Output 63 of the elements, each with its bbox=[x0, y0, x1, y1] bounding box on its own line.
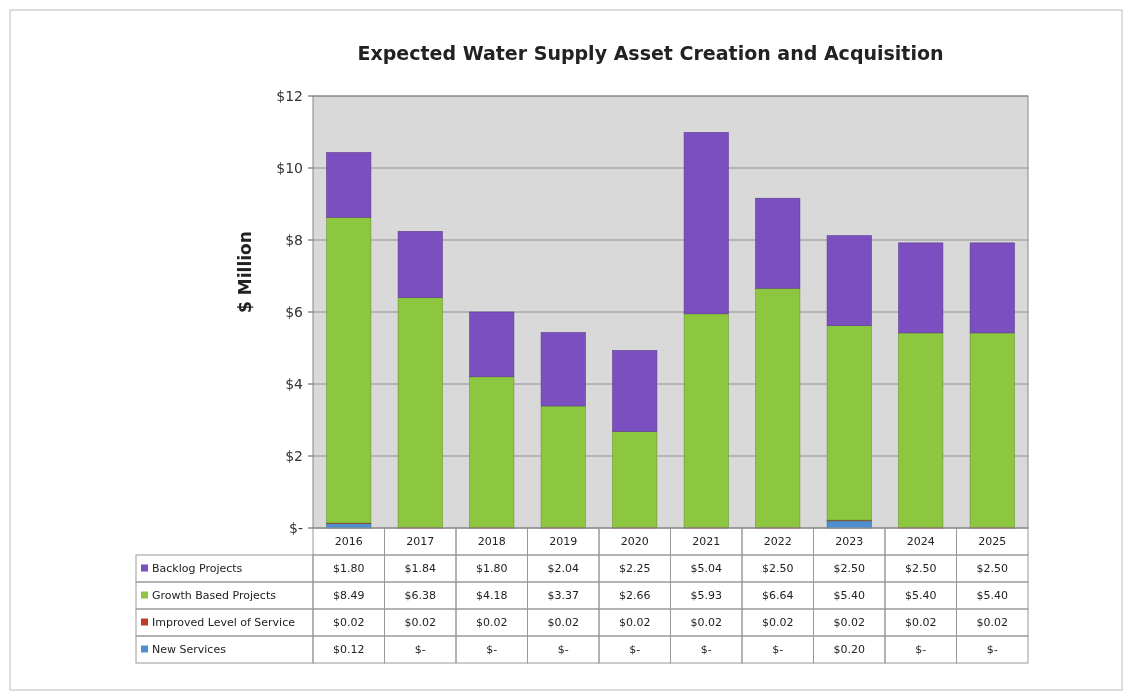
y-tick-label: $8 bbox=[285, 231, 303, 248]
y-tick-label: $- bbox=[289, 519, 303, 536]
chart-title: Expected Water Supply Asset Creation and Acquisition bbox=[357, 42, 944, 64]
data-label: $0.20 bbox=[833, 643, 865, 657]
y-tick-label: $4 bbox=[285, 375, 304, 392]
data-label: $1.80 bbox=[333, 562, 365, 576]
data-label: $2.50 bbox=[833, 562, 865, 576]
data-label: $0.02 bbox=[762, 616, 794, 630]
data-label: $5.40 bbox=[976, 589, 1008, 603]
data-label: $0.02 bbox=[833, 616, 865, 630]
data-label: $- bbox=[772, 643, 784, 657]
data-label: $- bbox=[414, 643, 426, 657]
data-label: $- bbox=[557, 643, 569, 657]
x-tick-label: 2024 bbox=[906, 535, 935, 549]
data-label: $3.37 bbox=[547, 589, 579, 603]
data-label: $1.80 bbox=[476, 562, 508, 576]
data-label: $2.04 bbox=[547, 562, 579, 576]
data-label: $0.02 bbox=[905, 616, 937, 630]
x-tick-label: 2022 bbox=[763, 535, 792, 549]
y-tick-label: $6 bbox=[285, 303, 304, 320]
y-tick-label: $2 bbox=[285, 447, 303, 464]
data-label: $2.50 bbox=[905, 562, 937, 576]
x-tick-label: 2023 bbox=[835, 535, 864, 549]
data-label: $0.02 bbox=[333, 616, 365, 630]
data-label: $2.66 bbox=[619, 589, 651, 603]
data-label: $- bbox=[986, 643, 998, 657]
data-label: $0.02 bbox=[690, 616, 722, 630]
data-label: $8.49 bbox=[333, 589, 365, 603]
y-tick-label: $12 bbox=[276, 87, 303, 104]
data-label: $- bbox=[915, 643, 927, 657]
data-label: $0.02 bbox=[404, 616, 436, 630]
x-tick-label: 2017 bbox=[406, 535, 435, 549]
legend-label: Improved Level of Service bbox=[152, 616, 296, 630]
data-label: $5.04 bbox=[690, 562, 722, 576]
data-label: $2.50 bbox=[762, 562, 794, 576]
data-label: $5.40 bbox=[833, 589, 865, 603]
data-label: $6.64 bbox=[762, 589, 794, 603]
data-label: $0.02 bbox=[976, 616, 1008, 630]
data-label: $0.02 bbox=[619, 616, 651, 630]
x-tick-label: 2019 bbox=[549, 535, 578, 549]
data-label: $5.40 bbox=[905, 589, 937, 603]
x-tick-label: 2016 bbox=[334, 535, 363, 549]
y-axis-title: $ Million bbox=[235, 231, 255, 313]
data-label: $1.84 bbox=[404, 562, 436, 576]
x-tick-label: 2021 bbox=[692, 535, 721, 549]
data-label: $4.18 bbox=[476, 589, 508, 603]
data-label: $- bbox=[486, 643, 498, 657]
data-label: $0.02 bbox=[476, 616, 508, 630]
legend-label: New Services bbox=[152, 643, 227, 657]
x-tick-label: 2018 bbox=[477, 535, 506, 549]
data-label: $2.25 bbox=[619, 562, 651, 576]
data-label: $- bbox=[629, 643, 641, 657]
legend-label: Backlog Projects bbox=[152, 562, 243, 576]
data-label: $2.50 bbox=[976, 562, 1008, 576]
data-label: $0.02 bbox=[547, 616, 579, 630]
x-tick-label: 2020 bbox=[620, 535, 649, 549]
y-tick-label: $10 bbox=[276, 159, 303, 176]
data-label: $6.38 bbox=[404, 589, 436, 603]
data-label: $0.12 bbox=[333, 643, 365, 657]
x-tick-label: 2025 bbox=[978, 535, 1007, 549]
data-label: $5.93 bbox=[690, 589, 722, 603]
data-label: $- bbox=[700, 643, 712, 657]
legend-label: Growth Based Projects bbox=[152, 589, 277, 603]
